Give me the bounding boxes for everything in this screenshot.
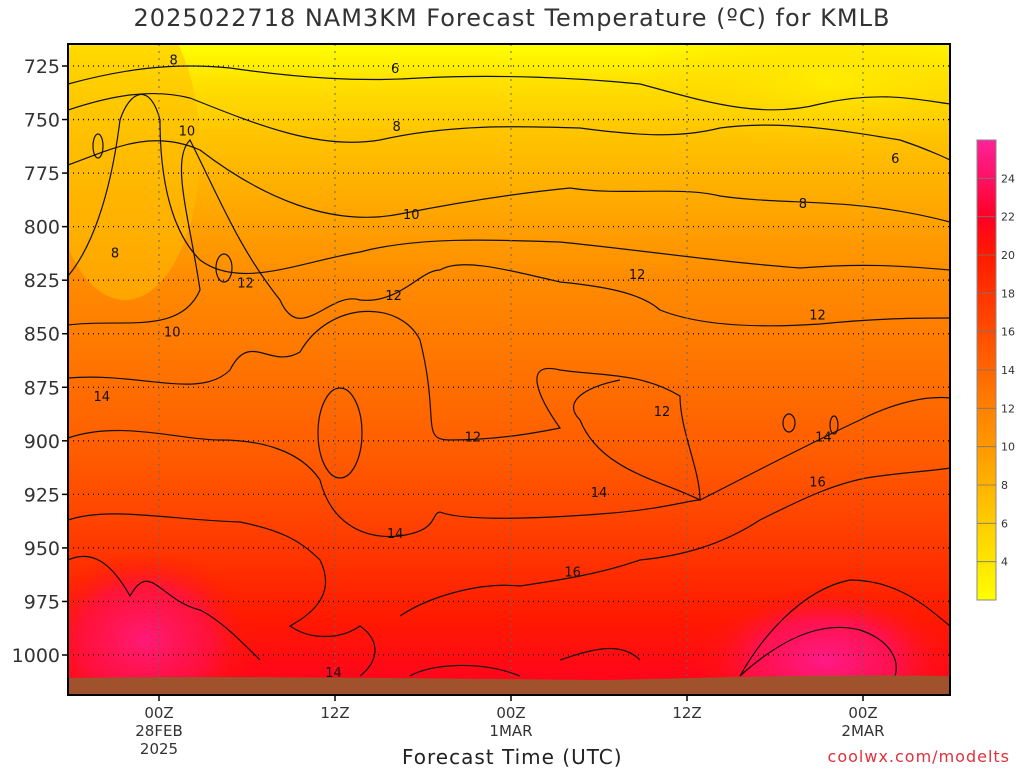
- y-tick-label: 925: [24, 484, 60, 506]
- contour-label: 6: [891, 152, 899, 167]
- colorbar-label: 4: [1001, 556, 1008, 569]
- credit-text: coolwx.com/modelts: [827, 747, 1010, 766]
- ground-surface: [68, 675, 950, 695]
- colorbar-label: 12: [1001, 402, 1015, 415]
- y-tick-label: 750: [24, 110, 60, 132]
- x-tick-label: 00Z: [848, 704, 877, 722]
- contour-lines: [68, 65, 950, 677]
- contour-label: 12: [654, 405, 671, 420]
- contour-label: 12: [629, 268, 646, 283]
- temperature-field: [68, 44, 950, 695]
- y-tick-label: 725: [24, 56, 60, 78]
- y-tick-label: 775: [24, 163, 60, 185]
- colorbar-label: 20: [1001, 249, 1015, 262]
- contour-label: 8: [170, 54, 178, 69]
- contour-label: 8: [799, 197, 807, 212]
- contour-label: 8: [392, 120, 400, 135]
- x-tick-label: 12Z: [320, 704, 349, 722]
- x-tick-label: 2MAR: [841, 722, 884, 740]
- contour-label: 12: [237, 276, 254, 291]
- colorbar-label: 8: [1001, 479, 1008, 492]
- x-tick-label: 1MAR: [489, 722, 532, 740]
- grid-lines: [68, 44, 950, 695]
- y-tick-label: 850: [24, 324, 60, 346]
- chart-title: 2025022718 NAM3KM Forecast Temperature (…: [133, 4, 891, 32]
- contour-label: 12: [465, 431, 482, 446]
- x-axis-title: Forecast Time (UTC): [402, 745, 623, 769]
- y-axis: 725 750 775 800 825 850 875 900 925 950 975 1000: [12, 56, 68, 667]
- colorbar-label: 22: [1001, 211, 1015, 224]
- plot-frame: [67, 43, 951, 696]
- contour-label: 10: [403, 208, 420, 223]
- colorbar-label: 24: [1001, 172, 1015, 185]
- y-tick-label: 975: [24, 591, 60, 613]
- x-tick-label: 28FEB: [135, 722, 182, 740]
- x-tick-label: 12Z: [672, 704, 701, 722]
- y-tick-label: 825: [24, 270, 60, 292]
- y-tick-label: 1000: [12, 645, 60, 667]
- contour-label: 10: [179, 124, 196, 139]
- contour-label: 16: [564, 565, 581, 580]
- colorbar-label: 14: [1001, 364, 1015, 377]
- contour-label: 16: [809, 476, 826, 491]
- colorbar-label: 16: [1001, 326, 1015, 339]
- colorbar-label: 6: [1001, 517, 1008, 530]
- contour-label: 14: [325, 666, 342, 681]
- colorbar-label: 18: [1001, 287, 1015, 300]
- y-tick-label: 950: [24, 538, 60, 560]
- x-tick-label: 2025: [140, 740, 178, 758]
- contour-label: 6: [391, 62, 399, 77]
- y-tick-label: 800: [24, 217, 60, 239]
- y-tick-label: 900: [24, 431, 60, 453]
- contour-label: 10: [164, 326, 181, 341]
- colorbar-label: 10: [1001, 441, 1015, 454]
- contour-label: 14: [387, 527, 404, 542]
- contour-label: 8: [111, 246, 119, 261]
- contour-label: 14: [591, 486, 608, 501]
- y-tick-label: 875: [24, 377, 60, 399]
- colorbar: 4 6 8 10 12 14 16 18 20 22 24: [976, 139, 1015, 601]
- contour-labels: 8 6 10 8 6 10 8 8 12 12 12 12 10 14 12 12 14 14 16 14 16 14: [94, 54, 900, 682]
- contour-label: 14: [94, 390, 111, 405]
- contour-label: 14: [815, 431, 832, 446]
- contour-label: 12: [385, 289, 402, 304]
- x-tick-label: 00Z: [144, 704, 173, 722]
- contour-label: 12: [809, 308, 826, 323]
- x-tick-label: 00Z: [496, 704, 525, 722]
